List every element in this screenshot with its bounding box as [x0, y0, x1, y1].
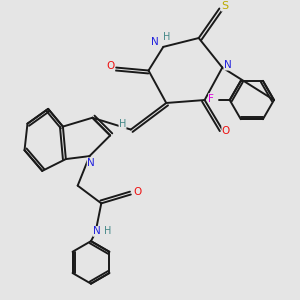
Text: F: F [208, 94, 214, 103]
Text: S: S [221, 1, 228, 11]
Text: N: N [87, 158, 95, 168]
Text: O: O [106, 61, 115, 71]
Text: H: H [119, 118, 126, 129]
Text: H: H [104, 226, 112, 236]
Text: N: N [93, 226, 101, 236]
Text: N: N [151, 37, 159, 46]
Text: H: H [163, 32, 170, 42]
Text: O: O [222, 126, 230, 136]
Text: N: N [224, 60, 232, 70]
Text: O: O [133, 187, 141, 196]
